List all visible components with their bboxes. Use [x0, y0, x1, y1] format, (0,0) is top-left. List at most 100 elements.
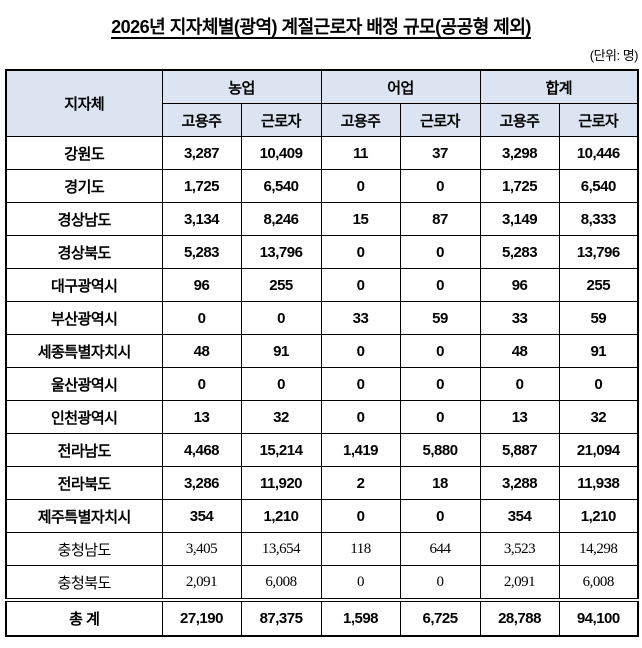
- table-row: 충청남도 3,405 13,654 118 644 3,523 14,298: [5, 532, 639, 566]
- value-cell: 0: [161, 367, 242, 401]
- value-cell: 1,725: [161, 169, 242, 203]
- page-title: 2026년 지자체별(광역) 계절근로자 배정 규모(공공형 제외): [111, 17, 531, 37]
- value-cell: 87: [399, 202, 481, 236]
- header-region: 지자체: [5, 69, 163, 137]
- value-cell: 48: [161, 334, 242, 368]
- value-cell: 354: [479, 499, 560, 533]
- unit-note: (단위: 명): [589, 48, 639, 63]
- table-row: 충청북도 2,091 6,008 0 0 2,091 6,008: [5, 565, 639, 601]
- table-row: 세종특별자치시 48 91 0 0 48 91: [5, 334, 639, 368]
- value-cell: 0: [320, 499, 401, 533]
- region-cell: 부산광역시: [5, 301, 163, 335]
- header-total-employer: 고용주: [479, 103, 560, 137]
- value-cell: 18: [399, 466, 481, 500]
- value-cell: 5,880: [399, 433, 481, 467]
- value-cell: 0: [399, 565, 481, 601]
- value-cell: 0: [320, 400, 401, 434]
- value-cell: 33: [320, 301, 401, 335]
- value-cell: 6,725: [399, 598, 481, 637]
- value-cell: 3,405: [161, 532, 242, 566]
- value-cell: 8,333: [558, 202, 639, 236]
- header-fishery-worker: 근로자: [399, 103, 481, 137]
- value-cell: 94,100: [558, 598, 639, 637]
- header-fishery-employer: 고용주: [320, 103, 401, 137]
- value-cell: 0: [240, 301, 322, 335]
- value-cell: 10,409: [240, 136, 322, 170]
- value-cell: 0: [399, 499, 481, 533]
- value-cell: 0: [320, 169, 401, 203]
- value-cell: 13: [161, 400, 242, 434]
- value-cell: 5,283: [479, 235, 560, 269]
- table-total-row: 총 계 27,190 87,375 1,598 6,725 28,788 94,100: [5, 598, 639, 637]
- value-cell: 11,920: [240, 466, 322, 500]
- value-cell: 118: [320, 532, 401, 566]
- value-cell: 59: [399, 301, 481, 335]
- value-cell: 255: [558, 268, 639, 302]
- value-cell: 1,419: [320, 433, 401, 467]
- value-cell: 15: [320, 202, 401, 236]
- table-row: 경기도 1,725 6,540 0 0 1,725 6,540: [5, 169, 639, 203]
- table-row: 대구광역시 96 255 0 0 96 255: [5, 268, 639, 302]
- table-row: 전라남도 4,468 15,214 1,419 5,880 5,887 21,094: [5, 433, 639, 467]
- value-cell: 13,796: [240, 235, 322, 269]
- value-cell: 5,887: [479, 433, 560, 467]
- value-cell: 91: [240, 334, 322, 368]
- region-cell: 경기도: [5, 169, 163, 203]
- value-cell: 33: [479, 301, 560, 335]
- table-header: 지자체 농업 어업 합계 고용주 근로자 고용주 근로자 고용주 근로자: [5, 69, 639, 137]
- value-cell: 32: [558, 400, 639, 434]
- table-row: 전라북도 3,286 11,920 2 18 3,288 11,938: [5, 466, 639, 500]
- value-cell: 3,286: [161, 466, 242, 500]
- value-cell: 6,540: [558, 169, 639, 203]
- value-cell: 11: [320, 136, 401, 170]
- region-cell: 강원도: [5, 136, 163, 170]
- region-cell: 전라북도: [5, 466, 163, 500]
- value-cell: 2: [320, 466, 401, 500]
- document-page: 2026년 지자체별(광역) 계절근로자 배정 규모(공공형 제외) (단위: …: [0, 13, 642, 648]
- value-cell: 2,091: [479, 565, 560, 601]
- value-cell: 0: [479, 367, 560, 401]
- value-cell: 0: [399, 367, 481, 401]
- value-cell: 6,008: [240, 565, 322, 601]
- header-group-agriculture: 농업: [161, 69, 322, 104]
- table-row: 경상북도 5,283 13,796 0 0 5,283 13,796: [5, 235, 639, 269]
- value-cell: 0: [320, 268, 401, 302]
- value-cell: 14,298: [558, 532, 639, 566]
- value-cell: 96: [479, 268, 560, 302]
- value-cell: 0: [399, 268, 481, 302]
- table-body: 강원도 3,287 10,409 11 37 3,298 10,446 경기도 1,725 6,5…: [5, 136, 639, 637]
- value-cell: 0: [320, 235, 401, 269]
- value-cell: 10,446: [558, 136, 639, 170]
- value-cell: 59: [558, 301, 639, 335]
- header-agriculture-employer: 고용주: [161, 103, 242, 137]
- table-row: 울산광역시 0 0 0 0 0 0: [5, 367, 639, 401]
- region-cell: 충청남도: [5, 532, 163, 566]
- value-cell: 3,288: [479, 466, 560, 500]
- value-cell: 0: [320, 565, 401, 601]
- value-cell: 5,283: [161, 235, 242, 269]
- value-cell: 0: [558, 367, 639, 401]
- value-cell: 32: [240, 400, 322, 434]
- value-cell: 354: [161, 499, 242, 533]
- value-cell: 3,298: [479, 136, 560, 170]
- header-group-total: 합계: [479, 69, 639, 104]
- region-cell: 울산광역시: [5, 367, 163, 401]
- region-cell: 대구광역시: [5, 268, 163, 302]
- value-cell: 13,654: [240, 532, 322, 566]
- value-cell: 91: [558, 334, 639, 368]
- value-cell: 0: [399, 169, 481, 203]
- region-cell: 충청북도: [5, 565, 163, 601]
- value-cell: 0: [399, 400, 481, 434]
- value-cell: 15,214: [240, 433, 322, 467]
- table-row: 강원도 3,287 10,409 11 37 3,298 10,446: [5, 136, 639, 170]
- value-cell: 13: [479, 400, 560, 434]
- table-row: 인천광역시 13 32 0 0 13 32: [5, 400, 639, 434]
- value-cell: 3,287: [161, 136, 242, 170]
- region-cell: 전라남도: [5, 433, 163, 467]
- table-row: 부산광역시 0 0 33 59 33 59: [5, 301, 639, 335]
- value-cell: 11,938: [558, 466, 639, 500]
- region-cell: 인천광역시: [5, 400, 163, 434]
- value-cell: 96: [161, 268, 242, 302]
- allocation-table: 지자체 농업 어업 합계 고용주 근로자 고용주 근로자 고용주 근로자 강원도…: [5, 69, 640, 637]
- value-cell: 48: [479, 334, 560, 368]
